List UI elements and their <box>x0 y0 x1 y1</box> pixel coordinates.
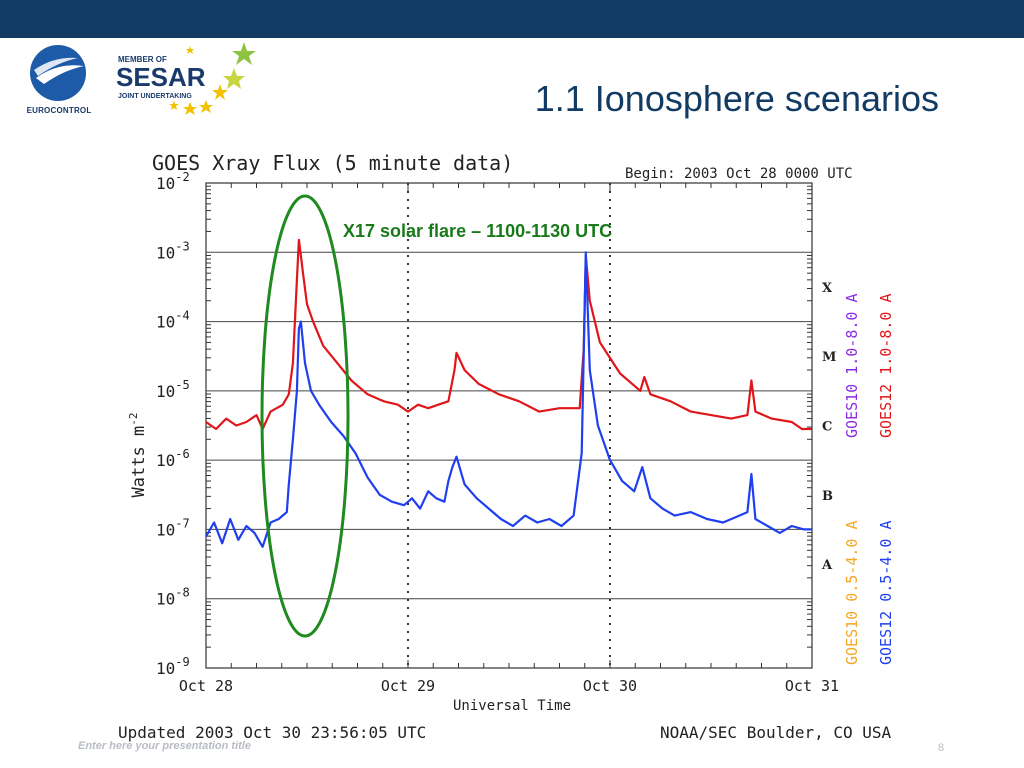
flare-class-label: M <box>822 350 836 365</box>
flare-class-label: C <box>822 420 832 435</box>
y-tick-exponent: -7 <box>175 516 189 530</box>
sesar-sub-text: JOINT UNDERTAKING <box>118 93 192 100</box>
y-tick-label: 10-8 <box>156 586 190 609</box>
y-tick-exponent: -5 <box>175 378 189 392</box>
star-icon <box>169 100 179 110</box>
legend-entry-long: GOES12 1.0-8.0 A <box>877 294 895 439</box>
flare-class-label: B <box>822 489 833 504</box>
y-tick-exponent: -8 <box>175 586 189 600</box>
eurocontrol-emblem-icon <box>30 45 86 101</box>
x-axis-label: Universal Time <box>453 698 571 714</box>
y-tick-label: 10-4 <box>156 309 190 332</box>
sesar-name-text: SESAR <box>116 62 206 92</box>
legend-entry-long: GOES10 1.0-8.0 A <box>843 294 861 439</box>
slide-title: 1.1 Ionosphere scenarios <box>534 78 939 119</box>
star-icon <box>232 42 256 65</box>
flare-class-label: X <box>822 281 833 296</box>
legend-entry-short: GOES12 0.5-4.0 A <box>877 521 895 666</box>
goes-xray-chart: GOES Xray Flux (5 minute data) Begin: 20… <box>115 140 935 745</box>
sesar-logo: MEMBER OF SESAR JOINT UNDERTAKING <box>112 40 272 120</box>
y-tick-label: 10-9 <box>156 655 190 678</box>
sesar-member-text: MEMBER OF <box>118 55 167 64</box>
x-tick-label: Oct 29 <box>381 677 435 695</box>
y-axis-label-exp: -2 <box>127 413 140 426</box>
x-tick-label: Oct 31 <box>785 677 839 695</box>
series-line-goes12-short <box>205 251 812 548</box>
y-tick-label: 10-3 <box>156 239 190 262</box>
y-tick-label: 10-6 <box>156 447 190 470</box>
star-icon <box>212 84 228 100</box>
series-line-goes12-long <box>205 238 812 431</box>
chart-updated-label: Updated 2003 Oct 30 23:56:05 UTC <box>118 723 426 742</box>
flare-annotation: X17 solar flare – 1100-1130 UTC <box>343 221 612 241</box>
legend-entry-short: GOES10 0.5-4.0 A <box>843 521 861 666</box>
y-tick-exponent: -6 <box>175 447 189 461</box>
chart-begin-label: Begin: 2003 Oct 28 0000 UTC <box>625 166 853 182</box>
chart-svg: GOES Xray Flux (5 minute data) Begin: 20… <box>118 151 895 742</box>
header-bar <box>0 0 1024 38</box>
y-tick-exponent: -9 <box>175 655 189 669</box>
y-tick-label: 10-7 <box>156 516 190 539</box>
x-tick-label: Oct 28 <box>179 677 233 695</box>
sesar-emblem: MEMBER OF SESAR JOINT UNDERTAKING <box>116 42 256 115</box>
chart-title: GOES Xray Flux (5 minute data) <box>152 151 513 175</box>
flare-class-label: A <box>821 558 833 573</box>
flare-highlight-ellipse <box>260 194 350 638</box>
footer-page-number: 8 <box>938 742 945 754</box>
eurocontrol-wordmark: EUROCONTROL <box>26 106 92 115</box>
plot-frame <box>205 182 813 669</box>
y-axis-label: Watts m-2 <box>127 413 149 498</box>
y-axis-label-group: Watts m-2 <box>127 413 149 498</box>
star-icon <box>186 46 194 54</box>
y-tick-label: 10-2 <box>156 170 190 193</box>
star-icon <box>223 68 245 89</box>
x-tick-label: Oct 30 <box>583 677 637 695</box>
star-icon <box>199 100 213 113</box>
y-tick-exponent: -4 <box>175 309 189 323</box>
chart-source-label: NOAA/SEC Boulder, CO USA <box>660 723 892 742</box>
y-tick-exponent: -3 <box>175 239 189 253</box>
y-tick-label: 10-5 <box>156 378 190 401</box>
footer-presentation-title: Enter here your presentation title <box>78 740 251 752</box>
y-tick-exponent: -2 <box>175 170 189 184</box>
star-icon <box>183 102 197 115</box>
eurocontrol-logo: EUROCONTROL <box>14 40 104 120</box>
